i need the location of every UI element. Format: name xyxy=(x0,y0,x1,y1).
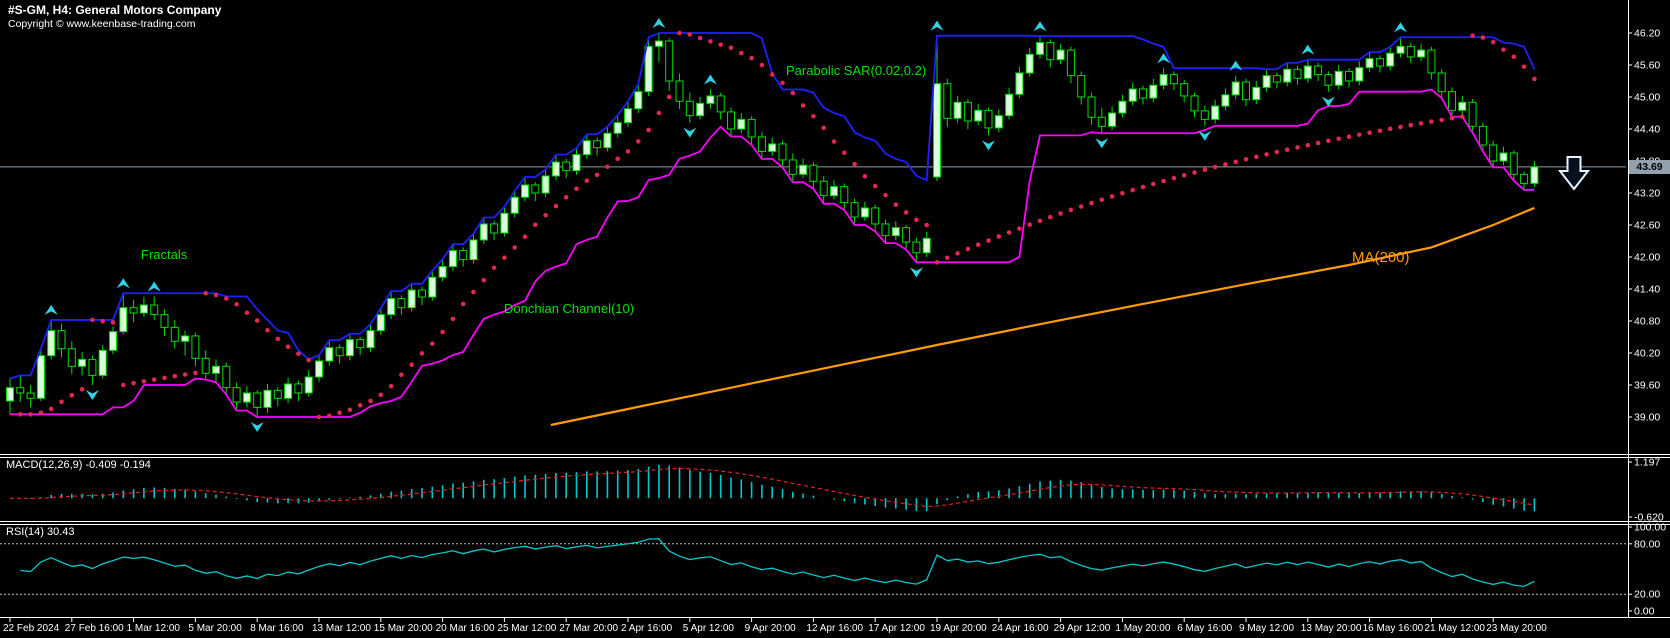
fractals-label: Fractals xyxy=(141,247,188,262)
price-axis-label: 45.00 xyxy=(1634,91,1660,103)
time-axis-label: 16 May 16:00 xyxy=(1363,623,1424,634)
price-axis-label: 42.00 xyxy=(1634,251,1660,263)
time-axis-label: 1 May 20:00 xyxy=(1115,623,1170,634)
time-axis-label: 22 Feb 2024 xyxy=(3,623,60,634)
time-axis-label: 2 Apr 16:00 xyxy=(621,623,673,634)
price-axis-label: 45.60 xyxy=(1634,59,1660,71)
current-price-badge: 43.69 xyxy=(1629,160,1670,174)
ma200-line xyxy=(550,206,1535,427)
time-axis-label: 17 Apr 12:00 xyxy=(868,623,925,634)
time-axis-label: 27 Mar 20:00 xyxy=(559,623,618,634)
rsi-scale-label: 0.00 xyxy=(1634,606,1655,618)
macd-scale-label: -0.620 xyxy=(1634,512,1664,524)
rsi-scale-label: 20.00 xyxy=(1634,589,1660,601)
price-axis-labels: 46.2045.6045.0044.4043.8043.2042.6042.00… xyxy=(1628,28,1666,618)
time-axis-label: 24 Apr 16:00 xyxy=(992,623,1049,634)
macd-panel-label: MACD(12,26,9) -0.409 -0.194 xyxy=(6,459,151,471)
time-axis-label: 13 Mar 12:00 xyxy=(312,623,371,634)
candles-series xyxy=(6,33,1539,417)
rsi-scale-label: 100.00 xyxy=(1634,522,1666,534)
price-axis-label: 43.20 xyxy=(1634,187,1660,199)
time-axis-label: 29 Apr 12:00 xyxy=(1054,623,1111,634)
price-axis-label: 40.80 xyxy=(1634,315,1660,327)
rsi-scale-label: 80.00 xyxy=(1634,538,1660,550)
time-axis-label: 12 Apr 16:00 xyxy=(806,623,863,634)
time-axis-label: 9 Apr 20:00 xyxy=(745,623,797,634)
time-axis-label: 8 Mar 16:00 xyxy=(250,623,304,634)
time-axis-label: 9 May 12:00 xyxy=(1239,623,1294,634)
sar-dots xyxy=(18,30,1537,420)
macd-scale-label: 1.197 xyxy=(1634,457,1660,469)
price-axis-label: 46.20 xyxy=(1634,28,1660,40)
time-axis-label: 5 Apr 12:00 xyxy=(683,623,735,634)
price-axis-label: 39.00 xyxy=(1634,411,1660,423)
rsi-line xyxy=(20,538,1535,588)
sell-signal-arrow[interactable] xyxy=(1557,156,1591,191)
time-axis-label: 23 May 20:00 xyxy=(1486,623,1547,634)
price-axis-label: 40.20 xyxy=(1634,347,1660,359)
price-axis-label: 44.40 xyxy=(1634,123,1660,135)
time-axis-label: 5 Mar 20:00 xyxy=(188,623,242,634)
price-axis-label: 41.40 xyxy=(1634,283,1660,295)
symbol-title: #S-GM, H4: General Motors Company xyxy=(8,3,222,17)
macd-histogram xyxy=(19,464,1536,512)
time-axis-label: 19 Apr 20:00 xyxy=(930,623,987,634)
parabolic-sar-label: Parabolic SAR(0.02,0.2) xyxy=(786,63,927,78)
donchian-channel-label: Donchian Channel(10) xyxy=(504,301,635,316)
fractal-arrows xyxy=(44,18,1407,432)
price-axis-label: 42.60 xyxy=(1634,219,1660,231)
time-axis-label: 15 Mar 20:00 xyxy=(374,623,433,634)
time-axis-label: 27 Feb 16:00 xyxy=(65,623,124,634)
time-axis-label: 21 May 12:00 xyxy=(1424,623,1485,634)
time-axis-label: 25 Mar 12:00 xyxy=(497,623,556,634)
copyright-text: Copyright © www.keenbase-trading.com xyxy=(8,18,196,30)
time-axis-label: 20 Mar 16:00 xyxy=(436,623,495,634)
time-axis-label: 6 May 16:00 xyxy=(1177,623,1232,634)
donchian-lower-line xyxy=(10,88,1535,418)
macd-signal-line xyxy=(9,467,1535,508)
ma200-label: MA(200) xyxy=(1352,249,1410,266)
price-axis-label: 39.60 xyxy=(1634,379,1660,391)
time-axis-label: 1 Mar 12:00 xyxy=(127,623,181,634)
time-axis-labels: 22 Feb 2024 27 Feb 16:00 1 Mar 12:00 5 Mar … xyxy=(3,617,1547,634)
time-axis-label: 13 May 20:00 xyxy=(1301,623,1362,634)
rsi-panel-label: RSI(14) 30.43 xyxy=(6,526,75,538)
